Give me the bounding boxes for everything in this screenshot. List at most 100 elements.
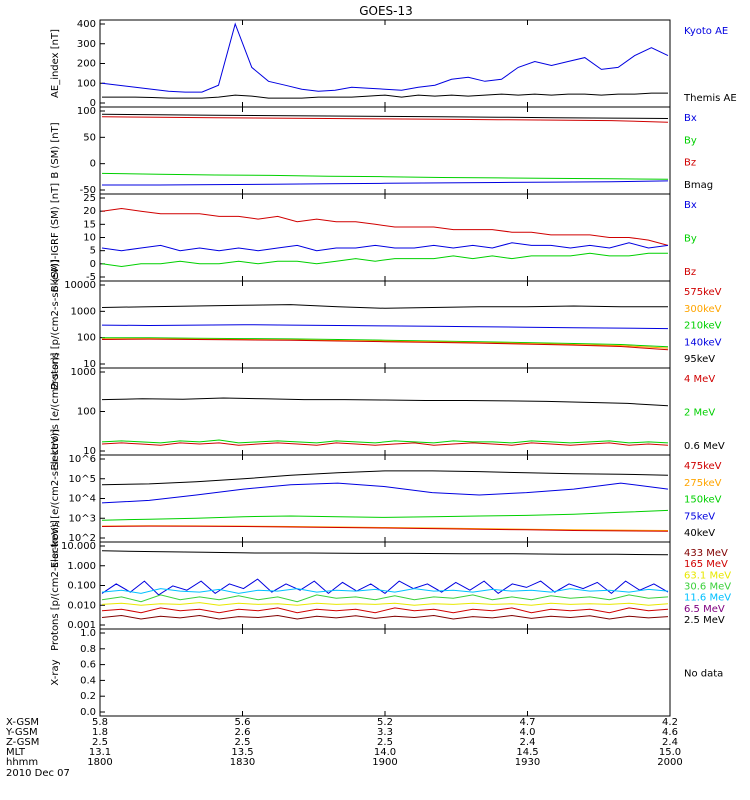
orbit-value: 1900 <box>372 757 397 768</box>
y-tick-label: 50 <box>83 132 96 143</box>
y-tick-label: 0 <box>90 159 96 170</box>
legend-entry: By <box>684 234 697 245</box>
series-line-2-5-mev <box>101 550 669 556</box>
orbit-value: 2.4 <box>520 737 536 748</box>
legend-entry: 210keV <box>684 321 722 332</box>
y-tick-label: 10.000 <box>61 541 96 552</box>
y-tick-label: 5 <box>90 246 96 257</box>
series-line-bz <box>101 207 669 246</box>
legend-entry: 63.1 MeV <box>684 570 731 581</box>
series-line-30-6-mev <box>101 594 669 603</box>
y-axis-label: Protons [p/(cm2-s-sr-keV)] <box>50 259 61 390</box>
y-tick-label: 20 <box>83 206 96 217</box>
y-axis-label: Protons [p/(cm2-s-sr-keV)] <box>50 520 61 651</box>
y-axis-label: Electrons [e/(cm2-s-sr)] <box>50 352 61 470</box>
legend-entry: 40keV <box>684 528 715 539</box>
panel-frame <box>99 280 671 369</box>
legend-entry: 30.6 MeV <box>684 582 731 593</box>
y-tick-label: 10 <box>83 446 96 457</box>
series-line-bz <box>101 116 669 123</box>
panel-5: 1000 100 10 Electrons [e/(cm2-s-sr)] 4 MeV 2 … <box>50 352 725 470</box>
legend-entry: Bx <box>684 113 697 124</box>
y-tick-label: -50 <box>80 185 96 196</box>
y-tick-label: 0 <box>90 98 96 109</box>
legend-entry: Bx <box>684 200 697 211</box>
series-line-210kev <box>102 337 669 348</box>
orbit-value: 2.5 <box>92 737 108 748</box>
legend-entry: 150keV <box>684 495 722 506</box>
panel-3: 25 20 15 10 5 0 -5 B (SM)-IGRF (SM) [nT] Bx By Bz <box>50 183 697 292</box>
y-axis-label: B (SM) [nT] <box>50 122 61 178</box>
panel-1: 400 300 200 100 0 AE_index [nT] Kyoto AE Themis… <box>50 19 737 109</box>
series-line-475kev <box>101 525 669 532</box>
orbit-value: 1800 <box>87 757 112 768</box>
y-tick-label: 10 <box>83 359 96 370</box>
y-tick-label: 15 <box>83 219 96 230</box>
y-tick-label: 25 <box>83 193 96 204</box>
y-axis-label: Electrons [e/(cm2-s-sr-keV)] <box>50 429 61 568</box>
series-line-kyoto-ae <box>101 22 669 93</box>
legend-entry: Bmag <box>684 180 713 191</box>
y-tick-label: 0.8 <box>80 644 96 655</box>
legend-entry: 75keV <box>684 511 715 522</box>
y-tick-label: 100 <box>77 78 96 89</box>
orbit-row-label: Z-GSM <box>6 737 39 748</box>
legend-entry: 140keV <box>684 337 722 348</box>
series-line-40kev <box>101 470 669 486</box>
y-tick-label: 0.0 <box>80 707 96 718</box>
y-tick-label: 300 <box>77 39 96 50</box>
y-tick-label: 0.100 <box>67 581 96 592</box>
orbit-value: 4.7 <box>520 717 536 728</box>
plot-title: GOES-13 <box>359 4 413 18</box>
legend-entry: Kyoto AE <box>684 26 728 37</box>
panel-2: 100 50 0 -50 B (SM) [nT] Bx By Bz Bmag <box>50 106 713 196</box>
orbit-row-label: hhmm <box>6 757 38 768</box>
orbit-value: 4.6 <box>662 727 678 738</box>
y-tick-label: 10^3 <box>69 513 96 524</box>
y-tick-label: 0 <box>90 259 96 270</box>
series-line-by <box>101 252 668 268</box>
orbit-value: 3.3 <box>377 727 393 738</box>
y-tick-label: 0.001 <box>67 620 96 631</box>
panel-frame <box>99 628 671 717</box>
y-axis-label: AE_index [nT] <box>50 29 61 98</box>
series-line-63-1-mev <box>101 602 669 606</box>
y-tick-label: -5 <box>86 272 96 283</box>
orbit-row-label: Y-GSM <box>5 727 38 738</box>
series-line-0-6-mev <box>101 397 669 407</box>
legend-entry: 433 MeV <box>684 548 728 559</box>
legend-entry: 0.6 MeV <box>684 441 725 452</box>
y-tick-label: 100 <box>77 407 96 418</box>
orbit-value: 2.5 <box>377 737 393 748</box>
series-line-140kev <box>101 324 669 330</box>
orbit-value: 2.5 <box>235 737 251 748</box>
legend-entry: 165 MeV <box>684 559 728 570</box>
y-tick-label: 0.4 <box>80 675 96 686</box>
y-tick-label: 1000 <box>71 306 96 317</box>
series-line-bx <box>102 180 669 186</box>
orbit-value: 4.2 <box>662 717 678 728</box>
y-tick-label: 10^5 <box>69 474 96 485</box>
orbit-value: 1830 <box>230 757 255 768</box>
legend-entry: Bz <box>684 267 696 278</box>
y-tick-label: 10 <box>83 233 96 244</box>
y-tick-label: 400 <box>77 19 96 30</box>
legend-entry: By <box>684 135 697 146</box>
orbit-value: 5.6 <box>235 717 251 728</box>
series-line-6-5-mev <box>101 578 669 596</box>
legend-entry: 575keV <box>684 287 722 298</box>
orbit-value: 13.1 <box>89 747 111 758</box>
series-line-165-mev <box>101 607 669 614</box>
series-line-95kev <box>101 304 668 309</box>
orbit-value: 15.0 <box>659 747 681 758</box>
series-line-bx <box>101 242 669 252</box>
y-tick-label: 100 <box>77 106 96 117</box>
orbit-value: 2.4 <box>662 737 678 748</box>
series-line-by <box>101 172 669 180</box>
legend-entry: No data <box>684 669 723 680</box>
legend-entry: 11.6 MeV <box>684 593 731 604</box>
orbit-ephemeris-table: X-GSM 5.8 5.6 5.2 4.7 4.2 Y-GSM 1.8 2.6 3.3 4.0 4.6… <box>5 717 683 768</box>
orbit-value: 2000 <box>657 757 682 768</box>
y-tick-label: 100 <box>77 333 96 344</box>
